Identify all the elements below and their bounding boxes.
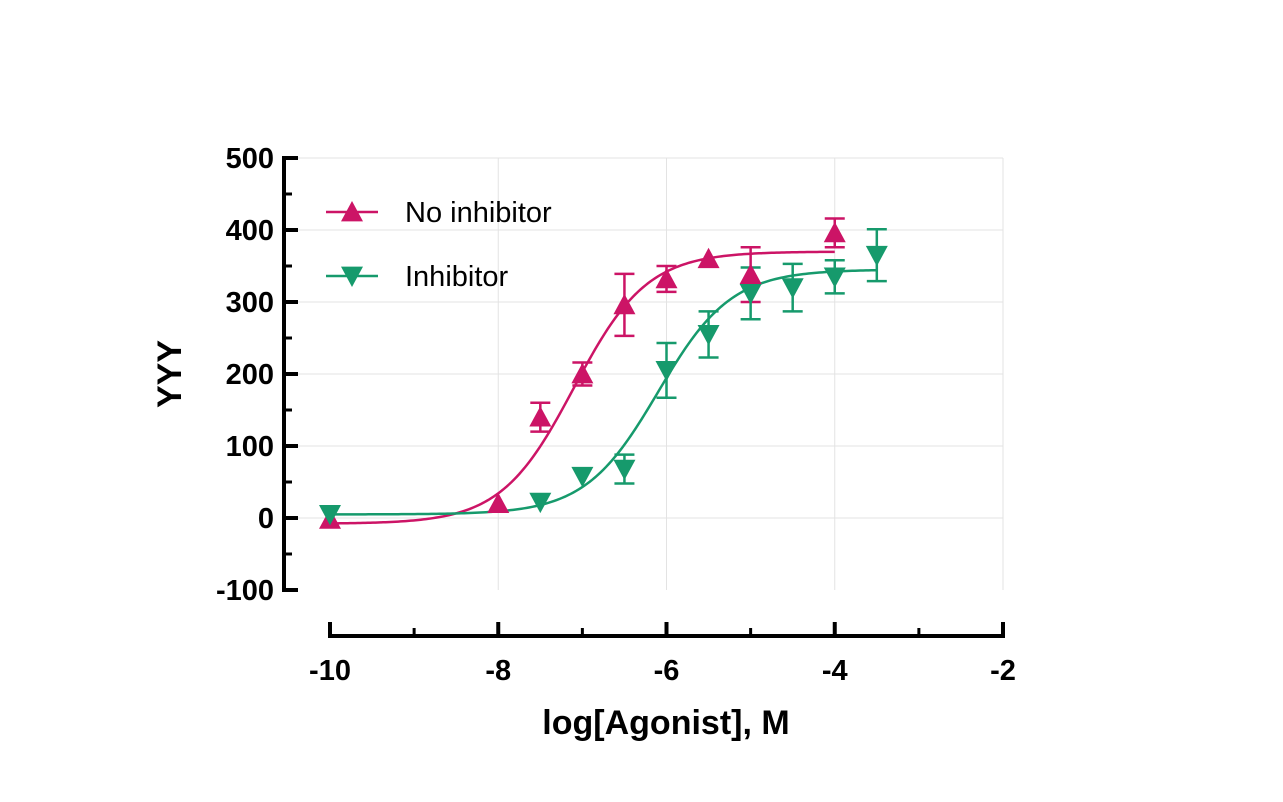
legend-marker — [341, 266, 363, 287]
legend-label: Inhibitor — [405, 261, 509, 293]
data-point-inhibitor — [613, 459, 636, 481]
data-point-inhibitor — [823, 267, 846, 288]
data-point-inhibitor — [739, 284, 762, 305]
x-tick-label: -10 — [309, 655, 351, 687]
y-axis: -100 0 100 200 300 400 500 — [216, 143, 298, 607]
y-tick-label: 400 — [226, 215, 274, 247]
y-tick-label: 0 — [258, 503, 274, 535]
y-tick-label: 500 — [226, 143, 274, 175]
data-point-no-inhibitor — [739, 263, 762, 284]
data-point-inhibitor — [655, 361, 678, 382]
legend-marker — [341, 201, 363, 222]
x-tick-label: -4 — [822, 655, 848, 687]
x-tick-label: -2 — [990, 655, 1016, 687]
grid — [292, 157, 1004, 590]
data-point-inhibitor — [697, 325, 720, 346]
y-tick-label: 100 — [226, 431, 274, 463]
legend: No inhibitor Inhibitor — [326, 197, 552, 293]
data-point-inhibitor — [529, 492, 552, 514]
y-tick-label: 300 — [226, 287, 274, 319]
data-point-no-inhibitor — [571, 363, 594, 384]
y-axis-title: YYY — [151, 340, 189, 408]
x-tick-label: -8 — [485, 655, 511, 687]
x-axis-title: log[Agonist], M — [542, 704, 789, 742]
data-point-no-inhibitor — [697, 247, 720, 269]
legend-label: No inhibitor — [405, 197, 552, 229]
x-tick-label: -6 — [654, 655, 680, 687]
data-point-inhibitor — [865, 245, 888, 267]
data-point-no-inhibitor — [655, 267, 678, 289]
data-point-inhibitor — [781, 278, 804, 299]
data-points — [319, 221, 888, 529]
data-point-no-inhibitor — [487, 492, 510, 513]
y-tick-label: 200 — [226, 359, 274, 391]
fit-curve-inhibitor — [330, 268, 877, 516]
data-point-inhibitor — [319, 505, 341, 526]
data-point-no-inhibitor — [529, 406, 552, 427]
data-point-no-inhibitor — [613, 293, 636, 315]
x-axis: -10 -8 -6 -4 -2 — [309, 622, 1016, 687]
data-point-no-inhibitor — [823, 221, 846, 243]
data-point-inhibitor — [571, 466, 594, 488]
y-tick-label: -100 — [216, 575, 274, 607]
